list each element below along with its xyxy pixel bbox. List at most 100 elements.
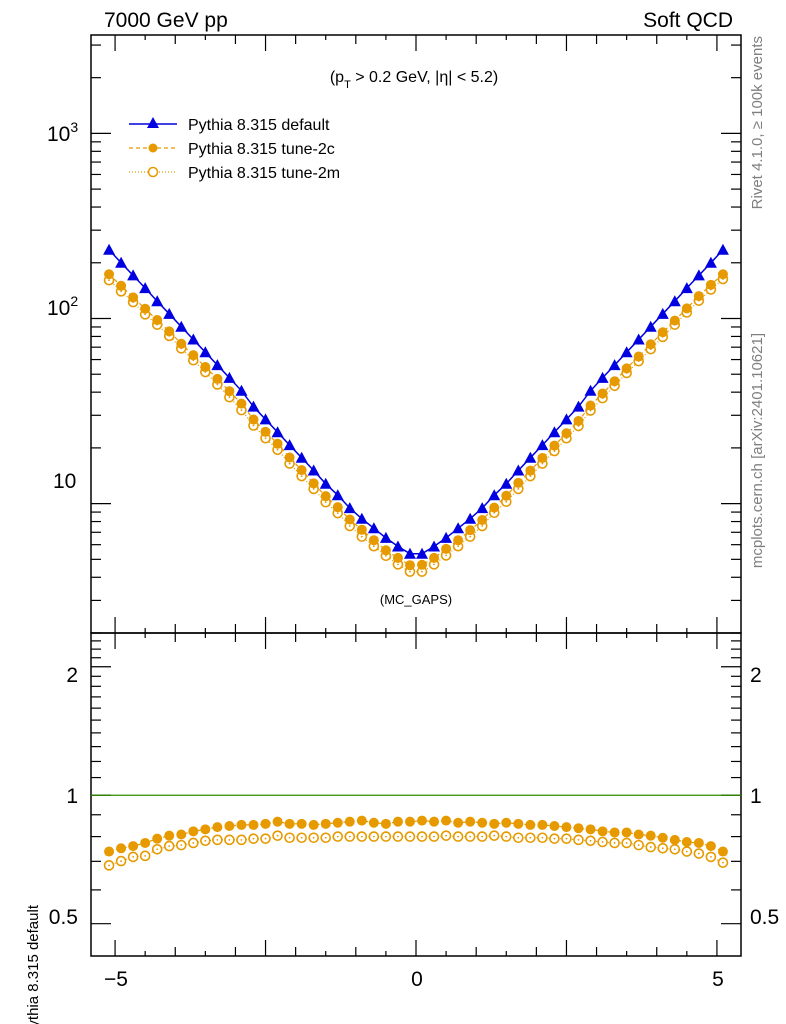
data-point-center-tune-2m xyxy=(409,570,411,573)
data-point-tune-2c xyxy=(477,817,488,828)
data-point-center-tune-2m xyxy=(385,835,387,838)
data-point-center-tune-2m xyxy=(649,846,652,848)
data-point-center-tune-2m xyxy=(108,279,110,282)
data-point-center-tune-2m xyxy=(204,839,207,842)
data-point-center-tune-2m xyxy=(685,850,688,853)
data-point-tune-2c xyxy=(681,303,692,314)
data-point-center-tune-2m xyxy=(372,545,375,548)
plot-title: (pT > 0.2 GeV, |η| < 5.2) xyxy=(330,69,498,91)
data-point-center-tune-2m xyxy=(457,835,460,838)
ratio-y-tick-label-right-1: 1 xyxy=(750,785,762,808)
data-point-default xyxy=(331,489,344,501)
data-point-tune-2c xyxy=(296,818,307,829)
triangle-marker-icon xyxy=(147,117,159,128)
data-point-center-tune-2m xyxy=(722,861,724,864)
data-point-tune-2c xyxy=(308,819,319,830)
data-point-center-tune-2m xyxy=(397,835,399,838)
data-point-center-tune-2m xyxy=(385,554,387,557)
data-point-tune-2c xyxy=(621,827,632,838)
y-tick-label-10: 10 xyxy=(53,470,76,493)
data-point-tune-2c xyxy=(717,269,728,280)
data-point-tune-2c xyxy=(597,826,608,837)
data-point-center-tune-2m xyxy=(710,855,712,858)
data-point-tune-2c xyxy=(356,524,367,535)
data-point-tune-2c xyxy=(645,339,656,350)
data-point-center-tune-2m xyxy=(240,409,243,412)
data-point-default xyxy=(391,540,404,552)
data-point-center-tune-2m xyxy=(625,842,628,844)
data-point-tune-2c xyxy=(404,560,415,571)
data-point-tune-2c xyxy=(344,816,355,827)
data-point-center-tune-2m xyxy=(228,396,231,399)
data-point-tune-2c xyxy=(429,552,440,563)
data-point-default xyxy=(199,346,212,358)
main-y-tick-labels: 103 102 10 xyxy=(47,119,78,493)
data-point-tune-2c xyxy=(344,514,355,525)
data-point-center-tune-2m xyxy=(517,488,520,490)
data-point-default xyxy=(716,243,729,255)
data-point-tune-2c xyxy=(380,545,391,556)
data-point-tune-2c xyxy=(609,376,620,387)
data-point-center-tune-2m xyxy=(433,835,435,838)
data-point-tune-2c xyxy=(489,502,500,513)
data-point-default xyxy=(608,359,621,371)
data-point-tune-2c xyxy=(549,440,560,451)
data-point-tune-2c xyxy=(320,491,331,502)
data-point-tune-2c xyxy=(116,843,127,854)
data-point-tune-2c xyxy=(609,827,620,838)
data-point-tune-2c xyxy=(453,817,464,828)
data-point-tune-2c xyxy=(320,818,331,829)
header-left-title: 7000 GeV pp xyxy=(104,9,228,32)
data-point-default xyxy=(476,502,489,514)
data-point-center-tune-2m xyxy=(360,835,363,838)
data-point-center-tune-2m xyxy=(541,462,544,465)
data-point-default xyxy=(644,320,657,332)
data-point-default xyxy=(247,400,260,412)
data-point-tune-2c xyxy=(585,824,596,835)
data-point-center-tune-2m xyxy=(264,837,267,840)
main-axis-ticks xyxy=(91,35,741,634)
data-point-tune-2c xyxy=(224,821,235,832)
data-point-tune-2c xyxy=(212,822,223,833)
data-point-tune-2c xyxy=(236,398,247,409)
data-point-center-tune-2m xyxy=(397,563,399,566)
legend-entry-tune-2m: Pythia 8.315 tune-2m xyxy=(129,165,340,182)
data-point-tune-2c xyxy=(441,815,452,826)
data-point-tune-2c xyxy=(152,315,163,326)
data-point-tune-2c xyxy=(272,438,283,449)
data-point-default xyxy=(175,320,188,332)
ratio-y-axis-label: Ratio to Pythia 8.315 default xyxy=(25,904,42,1024)
data-point-center-tune-2m xyxy=(613,842,616,844)
ratio-y-tick-label-right-0.5: 0.5 xyxy=(750,906,779,929)
series-line-tune-2c xyxy=(108,273,724,566)
data-point-tune-2c xyxy=(104,846,115,857)
data-point-center-tune-2m xyxy=(421,835,423,838)
data-point-tune-2c xyxy=(717,846,728,857)
data-point-default xyxy=(560,413,573,425)
data-point-center-tune-2m xyxy=(168,845,171,847)
data-point-center-tune-2m xyxy=(132,855,135,858)
data-point-tune-2c xyxy=(200,362,211,373)
data-point-center-tune-2m xyxy=(288,836,291,839)
data-point-center-tune-2m xyxy=(469,835,472,838)
data-point-default xyxy=(295,451,308,463)
data-point-default xyxy=(187,333,200,345)
legend: Pythia 8.315 default Pythia 8.315 tune-2… xyxy=(129,117,340,182)
data-point-tune-2c xyxy=(573,415,584,426)
data-point-tune-2c xyxy=(128,292,139,303)
ratio-series xyxy=(103,815,729,871)
data-point-center-tune-2m xyxy=(577,838,580,841)
data-point-center-tune-2m xyxy=(445,554,447,557)
ratio-panel: Ratio to Pythia 8.315 default 2 1 0.5 2 … xyxy=(25,632,779,1024)
data-point-center-tune-2m xyxy=(324,836,327,839)
series-line-tune-2m xyxy=(108,835,724,866)
ratio-plot-frame xyxy=(90,632,742,957)
data-point-tune-2c xyxy=(152,833,163,844)
data-point-center-tune-2m xyxy=(180,844,183,847)
data-point-tune-2c xyxy=(392,816,403,827)
data-point-tune-2c xyxy=(272,816,283,827)
data-point-tune-2c xyxy=(561,822,572,833)
data-point-default xyxy=(355,512,368,524)
data-point-default xyxy=(596,371,609,383)
data-point-center-tune-2m xyxy=(517,836,520,839)
